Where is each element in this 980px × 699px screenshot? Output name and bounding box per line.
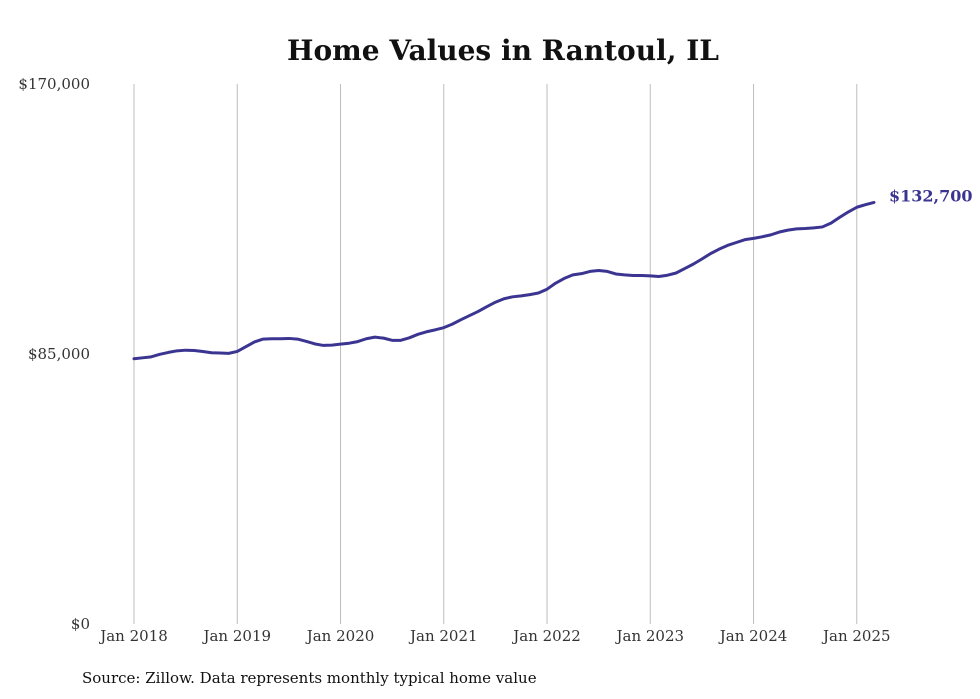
y-tick-label: $85,000 (28, 345, 90, 363)
y-tick-label: $170,000 (18, 75, 90, 93)
y-axis-ticks: $0 $85,000 $170,000 (18, 75, 90, 633)
x-tick-label: Jan 2021 (408, 627, 478, 645)
x-tick-label: Jan 2020 (305, 627, 375, 645)
x-tick-label: Jan 2019 (201, 627, 271, 645)
x-tick-label: Jan 2025 (821, 627, 891, 645)
gridlines (133, 84, 858, 624)
y-tick-label: $0 (71, 615, 90, 633)
source-note: Source: Zillow. Data represents monthly … (82, 669, 537, 687)
chart-title: Home Values in Rantoul, IL (287, 34, 719, 67)
x-axis-ticks: Jan 2018 Jan 2019 Jan 2020 Jan 2021 Jan 2022… (98, 627, 890, 645)
x-tick-label: Jan 2018 (98, 627, 168, 645)
x-tick-label: Jan 2024 (718, 627, 788, 645)
x-tick-label: Jan 2022 (511, 627, 581, 645)
end-value-label: $132,700 (889, 186, 973, 205)
x-tick-label: Jan 2023 (614, 627, 684, 645)
series-line-home-value (132, 200, 876, 361)
